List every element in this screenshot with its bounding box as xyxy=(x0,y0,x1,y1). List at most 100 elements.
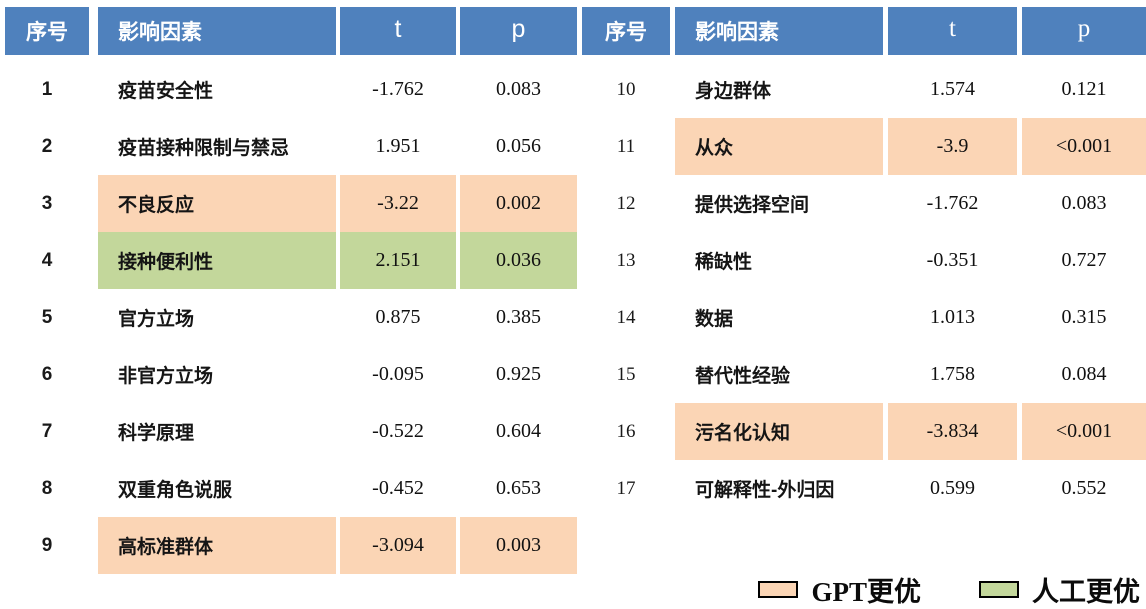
row-index: 5 xyxy=(41,306,53,328)
p-value: 0.727 xyxy=(1061,249,1107,271)
t-value: -0.095 xyxy=(372,363,424,385)
p-value: 0.083 xyxy=(496,78,541,100)
p-value: 0.604 xyxy=(496,420,541,442)
factor-name: 科学原理 xyxy=(118,423,195,444)
p-value: 0.653 xyxy=(496,477,541,499)
table-row: 8 双重角色说服 -0.452 0.653 xyxy=(5,460,577,517)
table-row: 17 可解释性-外归因 0.599 0.552 xyxy=(582,460,1146,517)
row-index: 4 xyxy=(41,249,53,271)
table-body: 1 疫苗安全性 -1.762 0.083 2 疫苗接种限制与禁忌 1.951 0.056 3 不良… xyxy=(5,61,577,574)
t-value: -0.452 xyxy=(372,477,424,499)
t-value: -3.834 xyxy=(888,403,1017,460)
factor-name: 双重角色说服 xyxy=(118,480,233,501)
p-value: <0.001 xyxy=(1022,118,1146,175)
row-index: 13 xyxy=(616,249,636,271)
factor-name: 接种便利性 xyxy=(98,232,336,289)
row-index: 16 xyxy=(616,420,636,442)
factor-name: 从众 xyxy=(675,118,883,175)
legend-item-gpt: GPT更优 xyxy=(758,570,921,609)
legend-item-human: 人工更优 xyxy=(979,570,1140,609)
t-value: 1.951 xyxy=(375,135,421,157)
row-index: 3 xyxy=(41,192,53,214)
table-header-row: 序号 影响因素 t p xyxy=(5,7,577,55)
row-index: 17 xyxy=(616,477,636,499)
column-header-p: p xyxy=(1022,7,1146,55)
row-index: 1 xyxy=(41,78,53,100)
factor-name: 身边群体 xyxy=(695,81,772,102)
table-row: 4 接种便利性 2.151 0.036 xyxy=(5,232,577,289)
column-header-t: t xyxy=(888,7,1017,55)
p-value: <0.001 xyxy=(1022,403,1146,460)
table-header-row: 序号 影响因素 t p xyxy=(582,7,1146,55)
t-value: -1.762 xyxy=(372,78,424,100)
factor-name: 可解释性-外归因 xyxy=(695,480,835,501)
column-header-index: 序号 xyxy=(5,7,89,55)
row-index: 6 xyxy=(41,363,53,385)
row-index: 9 xyxy=(41,534,53,556)
column-header-p: p xyxy=(460,7,577,55)
p-value: 0.552 xyxy=(1061,477,1107,499)
row-index: 15 xyxy=(616,363,636,385)
factor-name: 数据 xyxy=(695,309,734,330)
row-index: 7 xyxy=(41,420,53,442)
t-value: 0.599 xyxy=(930,477,975,499)
factor-name: 疫苗安全性 xyxy=(118,81,214,102)
factor-name: 替代性经验 xyxy=(695,366,791,387)
column-header-factor: 影响因素 xyxy=(675,7,883,55)
legend-label-human: 人工更优 xyxy=(1032,577,1140,607)
table-row: 5 官方立场 0.875 0.385 xyxy=(5,289,577,346)
p-value: 0.121 xyxy=(1061,78,1107,100)
table-row: 13 稀缺性 -0.351 0.727 xyxy=(582,232,1146,289)
table-row: 16 污名化认知 -3.834 <0.001 xyxy=(582,403,1146,460)
factor-name: 稀缺性 xyxy=(695,252,753,273)
t-value: -3.9 xyxy=(888,118,1017,175)
results-table-left: 序号 影响因素 t p 1 疫苗安全性 -1.762 0.083 2 疫苗接种限制与禁忌 1… xyxy=(5,7,577,574)
p-value: 0.084 xyxy=(1061,363,1107,385)
factor-name: 高标准群体 xyxy=(98,517,336,574)
t-value: -3.22 xyxy=(340,175,456,232)
legend: GPT更优 人工更优 xyxy=(758,570,1140,609)
column-header-index: 序号 xyxy=(582,7,670,55)
row-index: 14 xyxy=(616,306,636,328)
p-value: 0.056 xyxy=(496,135,541,157)
gpt-color-swatch xyxy=(758,581,799,598)
factor-name: 污名化认知 xyxy=(675,403,883,460)
table-row: 11 从众 -3.9 <0.001 xyxy=(582,118,1146,175)
table-row: 6 非官方立场 -0.095 0.925 xyxy=(5,346,577,403)
p-value: 0.385 xyxy=(496,306,541,328)
t-value: -3.094 xyxy=(340,517,456,574)
p-value: 0.003 xyxy=(460,517,577,574)
p-value: 0.315 xyxy=(1061,306,1107,328)
factor-name: 官方立场 xyxy=(118,309,195,330)
table-row: 1 疫苗安全性 -1.762 0.083 xyxy=(5,61,577,118)
table-row: 10 身边群体 1.574 0.121 xyxy=(582,61,1146,118)
table-body: 10 身边群体 1.574 0.121 11 从众 -3.9 <0.001 12 提供选择空间 -1… xyxy=(582,61,1146,517)
t-value: -0.351 xyxy=(926,249,979,271)
row-index: 11 xyxy=(616,135,636,157)
t-value: 1.758 xyxy=(930,363,975,385)
row-index: 8 xyxy=(41,477,53,499)
table-row: 2 疫苗接种限制与禁忌 1.951 0.056 xyxy=(5,118,577,175)
t-value: -1.762 xyxy=(926,192,979,214)
row-index: 2 xyxy=(41,135,53,157)
t-value: 1.574 xyxy=(930,78,975,100)
t-value: 1.013 xyxy=(930,306,975,328)
results-table-right: 序号 影响因素 t p 10 身边群体 1.574 0.121 11 从众 -3.9 <0.0… xyxy=(582,7,1146,517)
t-value: 2.151 xyxy=(340,232,456,289)
table-row: 7 科学原理 -0.522 0.604 xyxy=(5,403,577,460)
p-value: 0.083 xyxy=(1061,192,1107,214)
factor-name: 提供选择空间 xyxy=(695,195,810,216)
factor-name: 不良反应 xyxy=(98,175,336,232)
table-row: 12 提供选择空间 -1.762 0.083 xyxy=(582,175,1146,232)
factor-name: 疫苗接种限制与禁忌 xyxy=(118,138,290,159)
table-row: 9 高标准群体 -3.094 0.003 xyxy=(5,517,577,574)
t-value: -0.522 xyxy=(372,420,424,442)
row-index: 10 xyxy=(616,78,636,100)
column-header-t: t xyxy=(340,7,456,55)
table-row: 3 不良反应 -3.22 0.002 xyxy=(5,175,577,232)
table-row: 15 替代性经验 1.758 0.084 xyxy=(582,346,1146,403)
row-index: 12 xyxy=(616,192,636,214)
human-color-swatch xyxy=(979,581,1019,598)
factor-name: 非官方立场 xyxy=(118,366,214,387)
